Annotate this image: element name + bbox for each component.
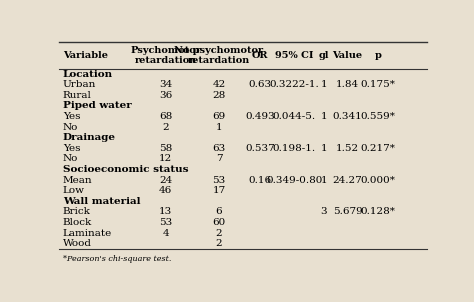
Text: 95% CI: 95% CI: [275, 51, 314, 60]
Text: 0.349-0.80: 0.349-0.80: [266, 175, 322, 185]
Text: 2: 2: [216, 229, 222, 238]
Text: 68: 68: [159, 112, 173, 121]
Text: 0.000*: 0.000*: [361, 175, 395, 185]
Text: Wood: Wood: [63, 239, 92, 248]
Text: 7: 7: [216, 154, 222, 163]
Text: Variable: Variable: [63, 51, 108, 60]
Text: Rural: Rural: [63, 91, 92, 100]
Text: 46: 46: [159, 186, 173, 195]
Text: p: p: [374, 51, 382, 60]
Text: 0.044-5.: 0.044-5.: [273, 112, 316, 121]
Text: 6: 6: [216, 207, 222, 217]
Text: 2: 2: [163, 123, 169, 132]
Text: 0.493: 0.493: [246, 112, 275, 121]
Text: No psychomotor
retardation: No psychomotor retardation: [174, 46, 264, 65]
Text: Urban: Urban: [63, 80, 96, 89]
Text: 0.537: 0.537: [246, 144, 275, 153]
Text: 0.3222-1.: 0.3222-1.: [270, 80, 319, 89]
Text: gl: gl: [319, 51, 329, 60]
Text: 2: 2: [216, 239, 222, 248]
Text: OR: OR: [252, 51, 269, 60]
Text: No: No: [63, 123, 78, 132]
Text: 53: 53: [159, 218, 173, 227]
Text: 24.27: 24.27: [333, 175, 363, 185]
Text: 24: 24: [159, 175, 173, 185]
Text: Brick: Brick: [63, 207, 91, 217]
Text: 0.128*: 0.128*: [361, 207, 395, 217]
Text: Block: Block: [63, 218, 92, 227]
Text: Laminate: Laminate: [63, 229, 112, 238]
Text: 69: 69: [212, 112, 226, 121]
Text: 1: 1: [320, 112, 327, 121]
Text: Socioeconomic status: Socioeconomic status: [63, 165, 189, 174]
Text: *Pearson's chi-square test.: *Pearson's chi-square test.: [63, 255, 171, 263]
Text: Location: Location: [63, 69, 113, 79]
Text: 36: 36: [159, 91, 173, 100]
Text: 28: 28: [212, 91, 226, 100]
Text: 53: 53: [212, 175, 226, 185]
Text: 0.63: 0.63: [249, 80, 272, 89]
Text: 0.198-1.: 0.198-1.: [273, 144, 316, 153]
Text: 5.679: 5.679: [333, 207, 363, 217]
Text: 63: 63: [212, 144, 226, 153]
Text: 1: 1: [320, 80, 327, 89]
Text: 0.217*: 0.217*: [361, 144, 395, 153]
Text: 42: 42: [212, 80, 226, 89]
Text: 0.341: 0.341: [333, 112, 363, 121]
Text: 60: 60: [212, 218, 226, 227]
Text: Wall material: Wall material: [63, 197, 140, 206]
Text: 1: 1: [216, 123, 222, 132]
Text: Yes: Yes: [63, 144, 81, 153]
Text: Low: Low: [63, 186, 85, 195]
Text: 13: 13: [159, 207, 173, 217]
Text: 12: 12: [159, 154, 173, 163]
Text: 4: 4: [163, 229, 169, 238]
Text: 1: 1: [320, 144, 327, 153]
Text: 1.52: 1.52: [336, 144, 359, 153]
Text: 17: 17: [212, 186, 226, 195]
Text: Mean: Mean: [63, 175, 92, 185]
Text: No: No: [63, 154, 78, 163]
Text: 58: 58: [159, 144, 173, 153]
Text: 3: 3: [320, 207, 327, 217]
Text: 1.84: 1.84: [336, 80, 359, 89]
Text: Drainage: Drainage: [63, 133, 116, 142]
Text: 0.559*: 0.559*: [361, 112, 395, 121]
Text: 34: 34: [159, 80, 173, 89]
Text: 0.175*: 0.175*: [361, 80, 395, 89]
Text: 0.16: 0.16: [249, 175, 272, 185]
Text: 1: 1: [320, 175, 327, 185]
Text: Yes: Yes: [63, 112, 81, 121]
Text: Piped water: Piped water: [63, 101, 132, 111]
Text: Psychomotor
retardation: Psychomotor retardation: [130, 46, 201, 65]
Text: Value: Value: [333, 51, 363, 60]
